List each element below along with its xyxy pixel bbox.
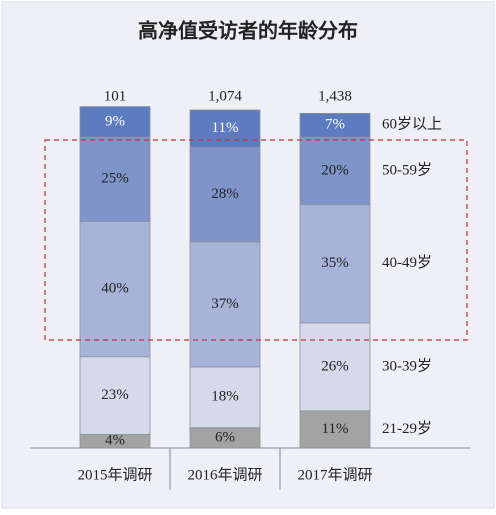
bar-segment <box>189 366 261 429</box>
data-label: 6% <box>215 429 235 445</box>
data-label: 35% <box>321 255 349 271</box>
data-label: 11% <box>322 421 349 437</box>
data-label: 20% <box>321 162 349 178</box>
bar-segment <box>299 112 371 138</box>
bar-segment <box>299 204 371 324</box>
x-tick-label: 2016年调研 <box>187 466 262 483</box>
total-label: 1,438 <box>318 88 352 104</box>
legend-label: 21-29岁 <box>382 420 432 437</box>
bar-segment <box>299 410 371 449</box>
bar-segment <box>79 136 151 222</box>
bar-segment <box>189 146 261 243</box>
bar-segment <box>189 241 261 368</box>
data-label: 37% <box>211 296 239 312</box>
chart-title: 高净值受访者的年龄分布 <box>138 19 358 43</box>
x-tick-label: 2015年调研 <box>77 466 152 483</box>
legend-label: 60岁以上 <box>382 116 442 133</box>
x-tick-label: 2017年调研 <box>297 466 372 483</box>
data-label: 11% <box>212 120 239 136</box>
bar-segment <box>79 221 151 358</box>
total-label: 1,074 <box>208 88 242 104</box>
data-label: 40% <box>101 281 129 297</box>
highlight-box <box>44 139 468 341</box>
legend-label: 30-39岁 <box>382 357 432 374</box>
bar-segment <box>189 109 261 148</box>
data-label: 9% <box>105 113 125 129</box>
bar-segment <box>299 322 371 412</box>
data-label: 26% <box>321 358 349 374</box>
bar-segment <box>79 106 151 138</box>
legend-label: 40-49岁 <box>382 254 432 271</box>
total-label: 101 <box>104 88 127 104</box>
data-label: 28% <box>211 186 239 202</box>
legend-label: 50-59岁 <box>382 161 432 178</box>
bar-segment <box>299 136 371 206</box>
data-label: 23% <box>101 387 129 403</box>
data-label: 4% <box>105 433 125 449</box>
data-label: 25% <box>101 171 129 187</box>
data-label: 7% <box>325 117 345 133</box>
bar-segment <box>79 356 151 435</box>
data-label: 18% <box>211 389 239 405</box>
